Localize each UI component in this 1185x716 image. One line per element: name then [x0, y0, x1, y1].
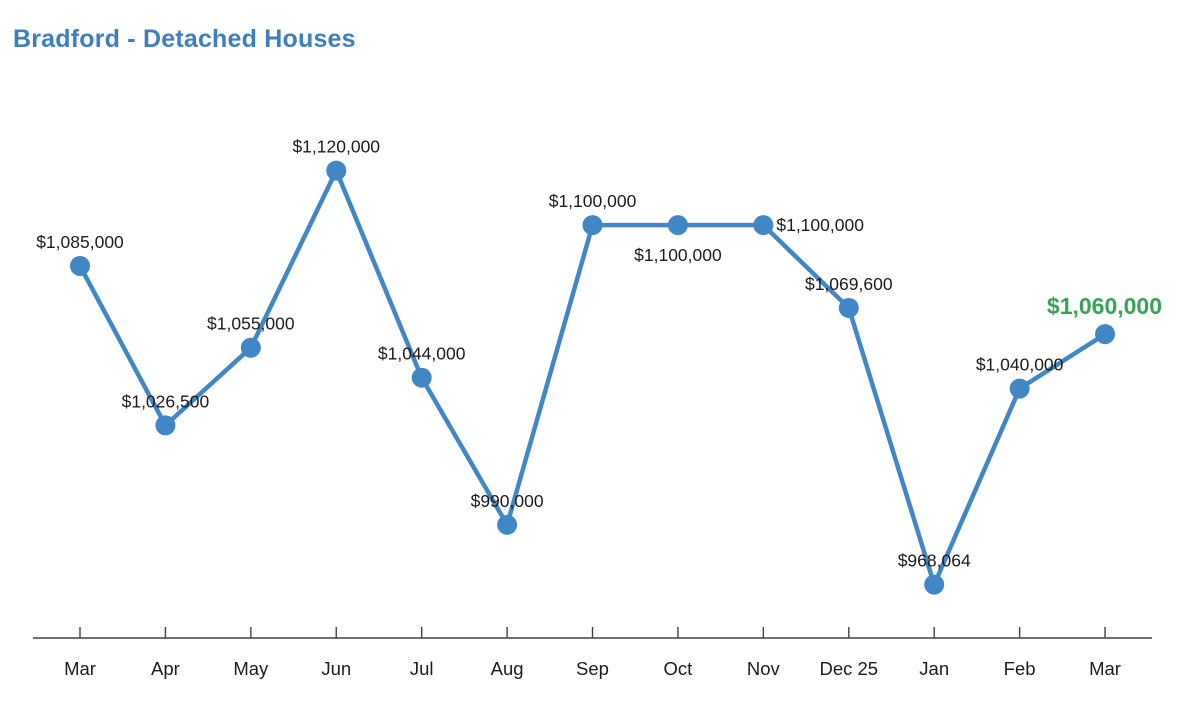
data-point-aug[interactable]: [497, 514, 518, 535]
point-label-latest: $1,060,000: [1047, 293, 1162, 319]
chart-title: Bradford - Detached Houses: [13, 25, 356, 53]
point-label: $1,120,000: [292, 137, 380, 157]
point-label: $1,100,000: [634, 245, 722, 265]
data-point-feb[interactable]: [1009, 378, 1030, 399]
x-axis-label-jul: Jul: [410, 658, 434, 679]
x-axis-label-jun: Jun: [321, 658, 351, 679]
point-label: $1,085,000: [36, 232, 124, 252]
data-point-mar[interactable]: [70, 255, 90, 276]
x-axis-label-feb: Feb: [1004, 658, 1036, 679]
data-point-sep[interactable]: [582, 215, 603, 236]
x-axis-label-apr: Apr: [151, 658, 180, 679]
point-label: $1,026,500: [122, 391, 210, 411]
data-point-jun[interactable]: [326, 160, 347, 181]
data-point-may[interactable]: [240, 337, 261, 358]
point-label: $1,040,000: [976, 355, 1064, 375]
x-axis-label-dec-25: Dec 25: [819, 658, 878, 679]
point-label: $1,055,000: [207, 314, 295, 334]
x-axis-label-nov: Nov: [747, 658, 781, 679]
x-axis-label-oct: Oct: [664, 658, 693, 679]
x-axis-label-mar: Mar: [1089, 658, 1121, 679]
data-point-apr[interactable]: [155, 415, 176, 436]
point-label: $1,100,000: [549, 191, 637, 211]
data-point-jan[interactable]: [924, 574, 945, 595]
data-point-dec-25[interactable]: [838, 297, 859, 318]
x-axis-label-may: May: [233, 658, 269, 679]
point-label: $1,044,000: [378, 344, 466, 364]
x-axis-label-jan: Jan: [919, 658, 949, 679]
x-axis-label-mar: Mar: [64, 658, 96, 679]
x-axis-label-sep: Sep: [576, 658, 609, 679]
data-point-jul[interactable]: [411, 367, 432, 388]
x-axis-label-aug: Aug: [491, 658, 524, 679]
data-point-oct[interactable]: [667, 215, 688, 236]
point-label: $968,064: [898, 551, 971, 571]
data-point-nov[interactable]: [753, 215, 774, 236]
point-label: $990,000: [471, 491, 544, 511]
data-point-mar[interactable]: [1095, 324, 1116, 345]
point-label: $1,069,600: [805, 274, 893, 294]
point-label: $1,100,000: [776, 215, 864, 235]
